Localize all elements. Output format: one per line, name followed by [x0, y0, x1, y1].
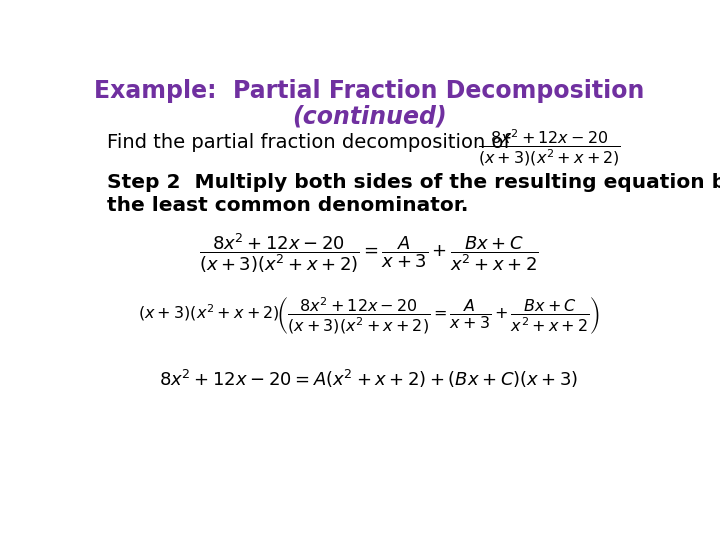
Text: Find the partial fraction decomposition of: Find the partial fraction decomposition … — [107, 133, 510, 152]
Text: $\dfrac{8x^2+12x-20}{(x+3)(x^2+x+2)} = \dfrac{A}{x+3}+\dfrac{Bx+C}{x^2+x+2}$: $\dfrac{8x^2+12x-20}{(x+3)(x^2+x+2)} = \… — [199, 231, 539, 275]
Text: $\dfrac{8x^2+12x-20}{(x+3)(x^2+x+2)}$: $\dfrac{8x^2+12x-20}{(x+3)(x^2+x+2)}$ — [478, 128, 621, 168]
Text: $8x^2+12x-20 = A(x^2+x+2)+(Bx+C)(x+3)$: $8x^2+12x-20 = A(x^2+x+2)+(Bx+C)(x+3)$ — [159, 368, 579, 390]
Text: the least common denominator.: the least common denominator. — [107, 196, 468, 215]
Text: $(x+3)(x^2+x+2)\!\left(\dfrac{8x^2+12x-20}{(x+3)(x^2+x+2)} = \dfrac{A}{x+3}+\dfr: $(x+3)(x^2+x+2)\!\left(\dfrac{8x^2+12x-2… — [138, 295, 600, 337]
Text: (continued): (continued) — [292, 104, 446, 129]
Text: Example:  Partial Fraction Decomposition: Example: Partial Fraction Decomposition — [94, 79, 644, 103]
Text: Step 2  Multiply both sides of the resulting equation by: Step 2 Multiply both sides of the result… — [107, 173, 720, 192]
